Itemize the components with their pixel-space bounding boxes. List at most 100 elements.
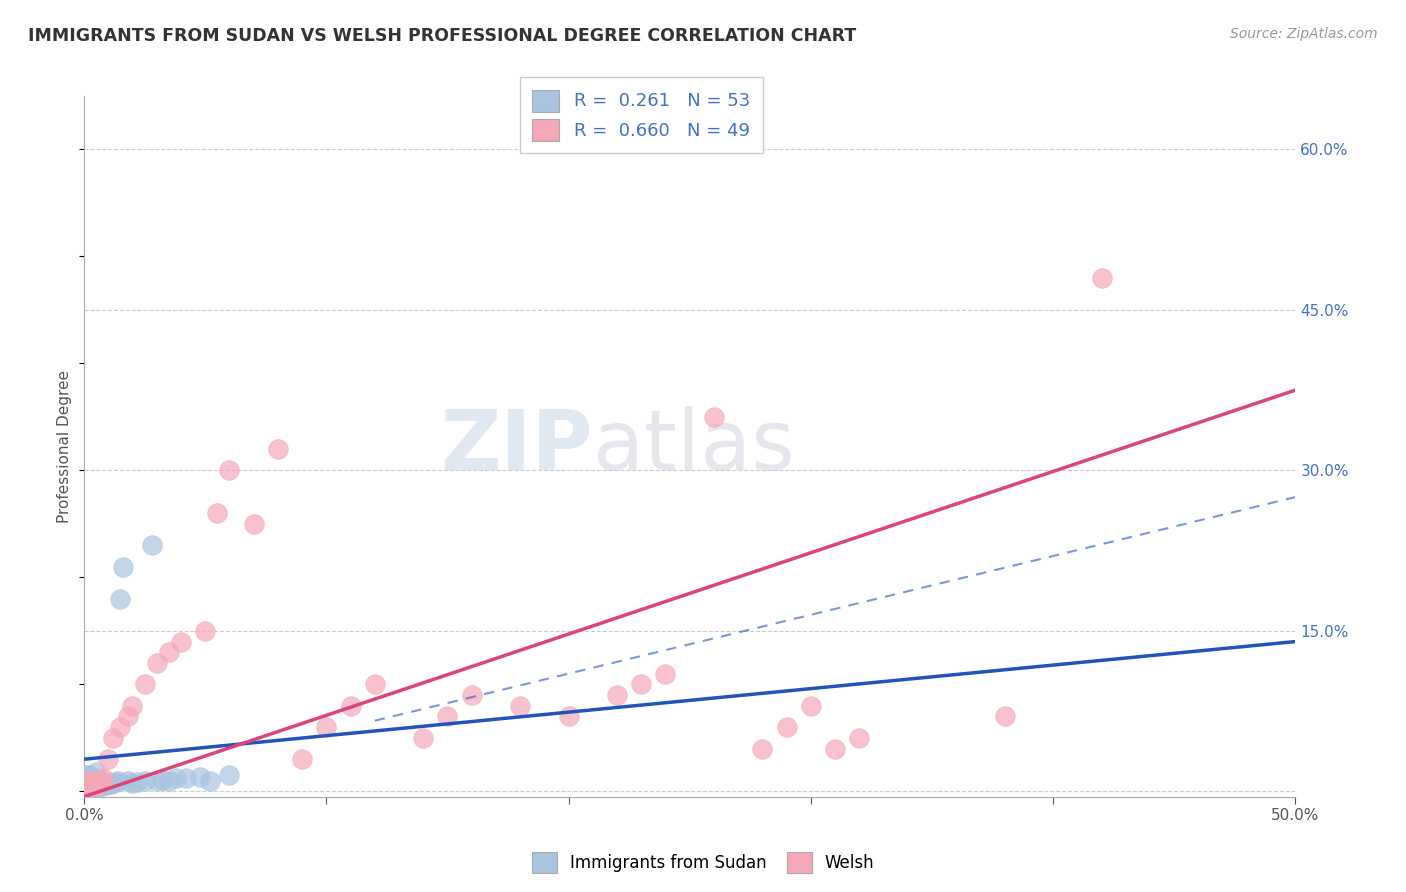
Point xyxy=(90,773,112,788)
Point xyxy=(83,778,105,792)
Point xyxy=(606,688,628,702)
Point xyxy=(77,773,100,788)
Point xyxy=(654,666,676,681)
Point xyxy=(83,779,105,793)
Point xyxy=(80,780,103,794)
Point xyxy=(93,772,115,786)
Point xyxy=(111,559,134,574)
Point xyxy=(775,720,797,734)
Point xyxy=(218,768,240,782)
Point xyxy=(87,779,110,793)
Point xyxy=(339,698,361,713)
Point xyxy=(141,538,163,552)
Point xyxy=(80,776,103,790)
Point xyxy=(80,771,103,785)
Legend: R =  0.261   N = 53, R =  0.660   N = 49: R = 0.261 N = 53, R = 0.660 N = 49 xyxy=(520,77,763,153)
Point xyxy=(104,774,127,789)
Point xyxy=(80,779,103,793)
Point xyxy=(80,773,103,788)
Point xyxy=(75,772,97,786)
Point xyxy=(87,773,110,788)
Point xyxy=(80,776,103,790)
Point xyxy=(77,768,100,782)
Point xyxy=(101,731,124,745)
Point xyxy=(75,776,97,790)
Point xyxy=(75,779,97,793)
Point xyxy=(75,773,97,788)
Text: IMMIGRANTS FROM SUDAN VS WELSH PROFESSIONAL DEGREE CORRELATION CHART: IMMIGRANTS FROM SUDAN VS WELSH PROFESSIO… xyxy=(28,27,856,45)
Point xyxy=(751,741,773,756)
Point xyxy=(77,777,100,791)
Point xyxy=(436,709,458,723)
Point xyxy=(157,773,180,788)
Text: Source: ZipAtlas.com: Source: ZipAtlas.com xyxy=(1230,27,1378,41)
Point xyxy=(77,772,100,786)
Point xyxy=(84,779,107,793)
Point xyxy=(145,656,167,670)
Point xyxy=(557,709,579,723)
Point xyxy=(134,773,156,788)
Point xyxy=(110,720,132,734)
Point xyxy=(77,779,100,793)
Point xyxy=(84,776,107,790)
Point xyxy=(90,778,112,792)
Point xyxy=(134,677,156,691)
Point xyxy=(75,781,97,796)
Point xyxy=(93,777,115,791)
Point xyxy=(194,624,217,638)
Point xyxy=(157,645,180,659)
Point xyxy=(170,634,193,648)
Point xyxy=(107,773,129,788)
Point xyxy=(110,591,132,606)
Point xyxy=(83,777,105,791)
Point xyxy=(412,731,434,745)
Y-axis label: Professional Degree: Professional Degree xyxy=(58,370,72,523)
Point xyxy=(97,777,120,791)
Point xyxy=(83,774,105,789)
Point xyxy=(994,709,1017,723)
Point xyxy=(100,777,122,791)
Point xyxy=(174,772,197,786)
Point xyxy=(291,752,314,766)
Point xyxy=(188,771,211,785)
Point xyxy=(77,778,100,792)
Point xyxy=(315,720,337,734)
Point xyxy=(364,677,387,691)
Point xyxy=(117,709,139,723)
Point xyxy=(77,780,100,794)
Point xyxy=(83,774,105,789)
Point xyxy=(83,772,105,786)
Point xyxy=(84,765,107,780)
Point xyxy=(117,773,139,788)
Point xyxy=(75,768,97,782)
Point xyxy=(75,776,97,790)
Point xyxy=(80,778,103,792)
Text: ZIP: ZIP xyxy=(440,406,593,487)
Point xyxy=(87,777,110,791)
Point xyxy=(207,506,229,520)
Point xyxy=(94,778,117,792)
Point xyxy=(165,772,187,786)
Point xyxy=(145,773,167,788)
Point xyxy=(101,776,124,790)
Point xyxy=(121,776,143,790)
Point xyxy=(97,776,120,790)
Point xyxy=(703,409,725,424)
Point xyxy=(509,698,531,713)
Point xyxy=(121,698,143,713)
Point xyxy=(84,780,107,794)
Point xyxy=(218,463,240,477)
Point xyxy=(824,741,846,756)
Point xyxy=(267,442,290,456)
Point xyxy=(848,731,870,745)
Point xyxy=(242,516,264,531)
Point xyxy=(90,776,112,790)
Point xyxy=(198,773,221,788)
Point xyxy=(97,752,120,766)
Point xyxy=(93,779,115,793)
Point xyxy=(1091,270,1114,285)
Text: atlas: atlas xyxy=(593,406,794,487)
Point xyxy=(127,774,149,789)
Point xyxy=(77,773,100,788)
Point xyxy=(84,773,107,788)
